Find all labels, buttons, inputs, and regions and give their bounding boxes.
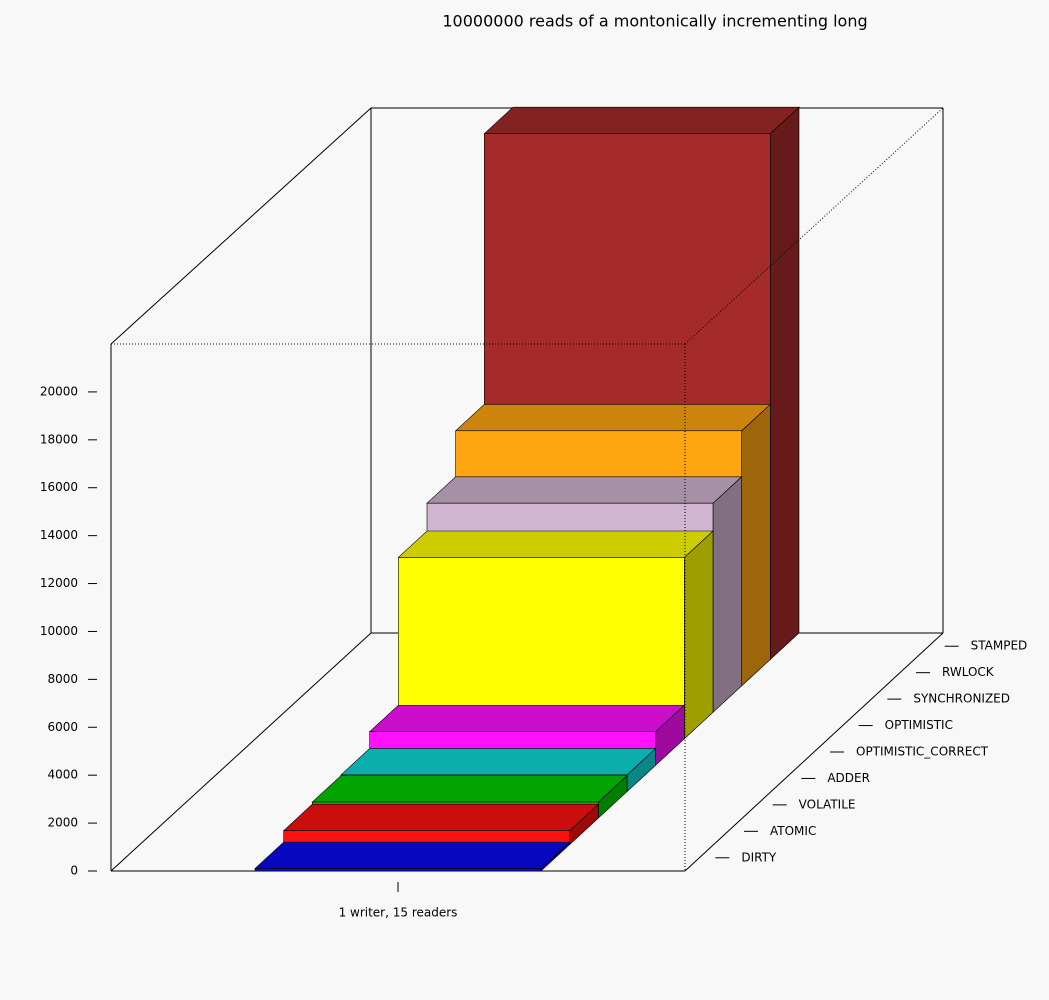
bar (254, 868, 542, 872)
y-tick-label: 20000 (40, 384, 78, 398)
y-tick-label: 18000 (40, 432, 78, 446)
bar-top (426, 476, 743, 504)
bars (254, 106, 800, 872)
y-tick-label: 16000 (40, 480, 78, 494)
bar-top (340, 748, 657, 776)
series-label: OPTIMISTIC (885, 718, 953, 732)
y-tick-label: 0 (70, 864, 78, 878)
series-label: RWLOCK (942, 665, 995, 679)
series-label: VOLATILE (799, 797, 856, 811)
y-tick-label: 2000 (47, 816, 78, 830)
series-label: OPTIMISTIC_CORRECT (856, 745, 989, 759)
bar-top (254, 841, 571, 869)
bar-side (741, 403, 771, 687)
series-label: DIRTY (741, 850, 777, 864)
y-tick-label: 8000 (47, 672, 78, 686)
series-label: ADDER (827, 771, 870, 785)
bar-top (397, 530, 714, 558)
y-tick-label: 10000 (40, 624, 78, 638)
y-tick-label: 6000 (47, 720, 78, 734)
bar-top (368, 704, 686, 732)
box-front (111, 107, 944, 871)
bar-top (311, 775, 628, 803)
y-tick-label: 14000 (40, 528, 78, 542)
y-tick-label: 4000 (47, 768, 78, 782)
bar-top (454, 404, 772, 432)
series-label: SYNCHRONIZED (913, 692, 1010, 706)
series-label: ATOMIC (770, 824, 816, 838)
series-label: STAMPED (971, 639, 1028, 653)
bar-top (483, 106, 800, 134)
bar-side (684, 530, 714, 740)
bar-side (712, 476, 742, 714)
x-tick-label: 1 writer, 15 readers (339, 906, 458, 920)
bar-side (770, 106, 800, 661)
chart-title: 10000000 reads of a montonically increme… (442, 12, 867, 31)
bar-top (282, 803, 600, 831)
y-tick-label: 12000 (40, 576, 78, 590)
